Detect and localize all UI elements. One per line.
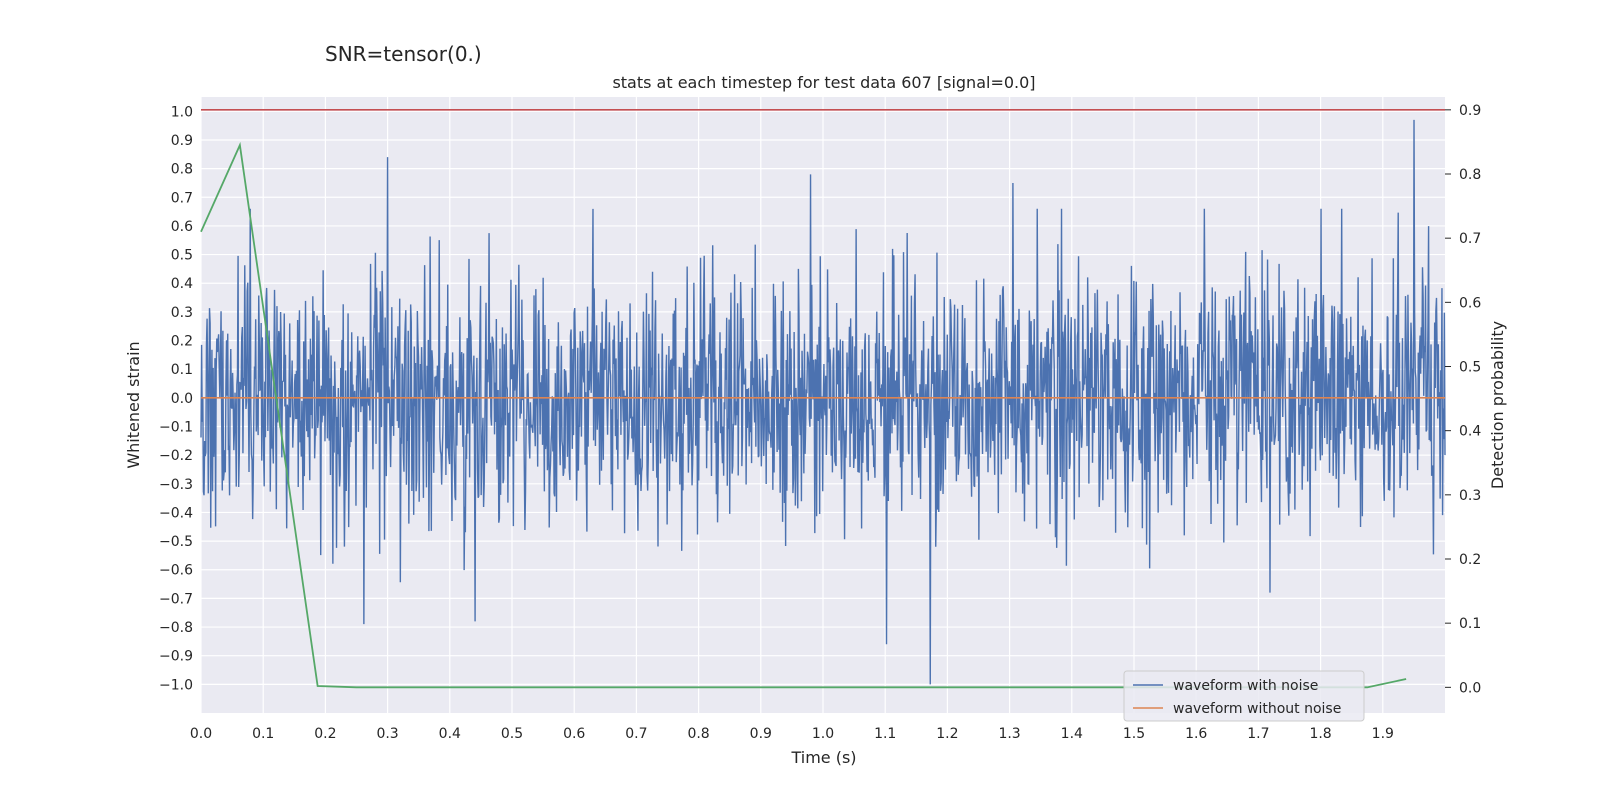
y2-tick-label: 0.1: [1459, 616, 1481, 632]
series-waveform-with-noise: [200, 119, 1446, 685]
x-tick-label: 0.7: [625, 726, 647, 742]
y-tick-label: −0.7: [159, 591, 193, 607]
y-tick-label: 0.2: [171, 334, 193, 350]
x-tick-labels: 0.0 0.1 0.2 0.3 0.4 0.5 0.6 0.7 0.8 0.9 1.0 1.1 1.2 1…: [190, 726, 1394, 742]
y2-tick-labels: 0.0 0.1 0.2 0.3 0.4 0.5 0.6 0.7 0.8 0.9: [1445, 103, 1481, 696]
x-tick-label: 1.6: [1185, 726, 1207, 742]
y-tick-label: −0.4: [159, 505, 193, 521]
x-tick-label: 1.3: [998, 726, 1020, 742]
y2-tick-label: 0.4: [1459, 424, 1481, 440]
x-tick-label: 0.0: [190, 726, 212, 742]
y2-tick-label: 0.8: [1459, 167, 1481, 183]
y2-tick-label: 0.6: [1459, 295, 1481, 311]
chart-title: stats at each timestep for test data 607…: [612, 73, 1035, 92]
y-tick-label: 0.9: [171, 133, 193, 149]
y-tick-label: −1.0: [159, 677, 193, 693]
y-tick-label: 0.7: [171, 190, 193, 206]
y-tick-label: 0.5: [171, 248, 193, 264]
y2-tick-label: 0.2: [1459, 552, 1481, 568]
legend: waveform with noise waveform without noi…: [1123, 670, 1365, 722]
x-tick-label: 1.2: [936, 726, 958, 742]
y2-tick-label: 0.7: [1459, 231, 1481, 247]
y2-tick-label: 0.3: [1459, 488, 1481, 504]
legend-label-clean: waveform without noise: [1173, 701, 1341, 717]
y2-axis-label: Detection probability: [1488, 321, 1507, 489]
x-tick-label: 1.4: [1061, 726, 1083, 742]
y-tick-label: −0.8: [159, 620, 193, 636]
y-tick-label: −0.1: [159, 419, 193, 435]
y2-tick-label: 0.9: [1459, 103, 1481, 119]
y-tick-label: 0.6: [171, 219, 193, 235]
x-tick-label: 1.8: [1309, 726, 1331, 742]
y-axis-label: Whitened strain: [124, 341, 143, 468]
y-tick-label: −0.6: [159, 563, 193, 579]
x-tick-label: 0.6: [563, 726, 585, 742]
y2-tick-label: 0.0: [1459, 680, 1481, 696]
y-tick-label: 0.4: [171, 276, 193, 292]
x-tick-label: 0.2: [314, 726, 336, 742]
x-tick-label: 0.5: [501, 726, 523, 742]
y-tick-label: −0.5: [159, 534, 193, 550]
legend-box: [1123, 670, 1365, 722]
legend-label-noise: waveform with noise: [1173, 678, 1318, 694]
y-tick-label: 0.3: [171, 305, 193, 321]
x-tick-label: 0.3: [376, 726, 398, 742]
x-tick-label: 1.1: [874, 726, 896, 742]
suptitle: SNR=tensor(0.): [325, 42, 482, 66]
x-tick-label: 1.7: [1247, 726, 1269, 742]
x-tick-label: 0.4: [439, 726, 461, 742]
x-tick-label: 0.9: [750, 726, 772, 742]
x-axis-label: Time (s): [790, 748, 856, 767]
y-tick-label: −0.2: [159, 448, 193, 464]
y-tick-label: −0.3: [159, 477, 193, 493]
series-detection-probability: [200, 141, 1407, 689]
y-tick-labels: −1.0 −0.9 −0.8 −0.7 −0.6 −0.5 −0.4 −0.3 −0.2 −0.1…: [159, 104, 193, 693]
x-tick-label: 0.8: [687, 726, 709, 742]
x-tick-label: 1.9: [1372, 726, 1394, 742]
y-tick-label: 0.1: [171, 362, 193, 378]
y-tick-label: 0.8: [171, 162, 193, 178]
series-layer: [200, 109, 1446, 689]
x-tick-label: 0.1: [252, 726, 274, 742]
y-tick-label: 1.0: [171, 104, 193, 120]
y-tick-label: 0.0: [171, 391, 193, 407]
x-tick-label: 1.5: [1123, 726, 1145, 742]
x-tick-label: 1.0: [812, 726, 834, 742]
y-tick-label: −0.9: [159, 649, 193, 665]
y2-tick-label: 0.5: [1459, 360, 1481, 376]
